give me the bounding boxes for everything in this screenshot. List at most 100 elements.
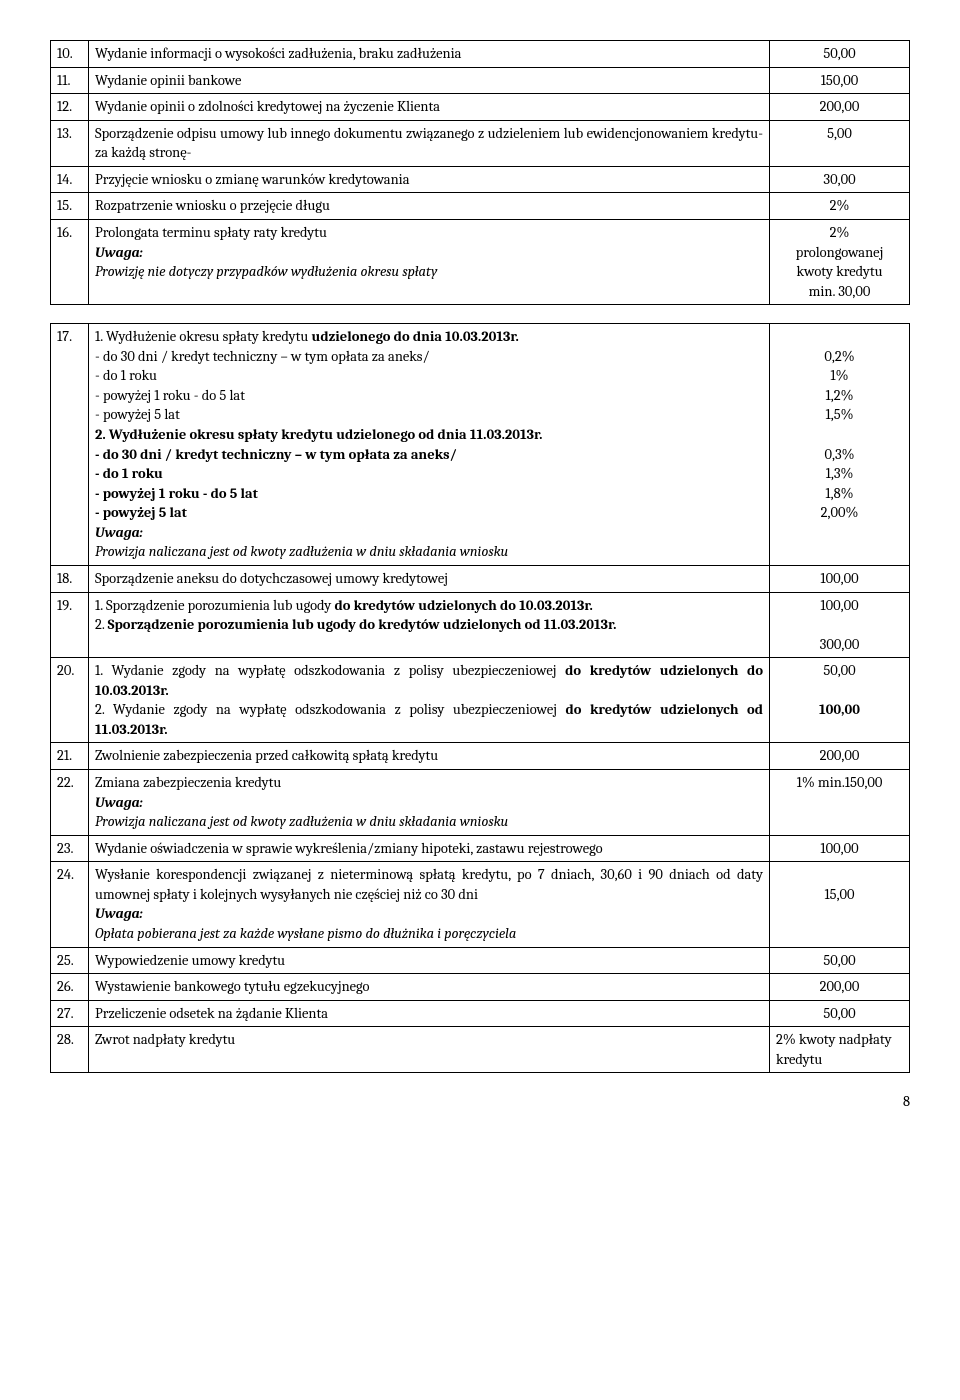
table-row: 20. 1. Wydanie zgody na wypłatę odszkodo… [51,658,910,743]
row-desc: Wydanie oświadczenia w sprawie wykreślen… [89,835,770,862]
list-item: - powyżej 1 roku - do 5 lat [95,387,245,404]
row-desc: Przyjęcie wniosku o zmianę warunków kred… [89,166,770,193]
note-label: Uwaga: [95,794,143,811]
table-row: 14.Przyjęcie wniosku o zmianę warunków k… [51,166,910,193]
row-num: 18. [51,565,89,592]
row-num: 28. [51,1027,89,1073]
text: 1. Sporządzenie porozumienia lub ugody [95,597,334,614]
table-row: 24. Wysłanie korespondencji związanej z … [51,862,910,947]
row-num: 15. [51,193,89,220]
row-value: 2% prolongowanej kwoty kredytu min. 30,0… [770,219,910,304]
note-label: Uwaga: [95,905,143,922]
row-desc: Wydanie opinii bankowe [89,67,770,94]
note-text: Prowizję nie dotyczy przypadków wydłużen… [95,263,437,280]
table-row: 11.Wydanie opinii bankowe150,00 [51,67,910,94]
table-row: 13.Sporządzenie odpisu umowy lub innego … [51,120,910,166]
table-row: 19. 1. Sporządzenie porozumienia lub ugo… [51,592,910,658]
row-value: 50,00 100,00 [770,658,910,743]
row-desc: 1. Wydłużenie okresu spłaty kredytu udzi… [89,324,770,566]
row-desc: Wystawienie bankowego tytułu egzekucyjne… [89,974,770,1001]
row-num: 26. [51,974,89,1001]
list-item: - powyżej 5 lat [95,406,180,423]
table-row: 17. 1. Wydłużenie okresu spłaty kredytu … [51,324,910,566]
row-desc: Wypowiedzenie umowy kredytu [89,947,770,974]
row-num: 10. [51,41,89,68]
table-row: 26. Wystawienie bankowego tytułu egzekuc… [51,974,910,1001]
text: Prolongata terminu spłaty raty kredytu [95,224,327,241]
row-num: 19. [51,592,89,658]
table-row: 16. Prolongata terminu spłaty raty kredy… [51,219,910,304]
text-bold: 2. Wydłużenie okresu spłaty kredytu udzi… [95,426,542,443]
row-value: 0,2% 1% 1,2% 1,5% 0,3% 1,3% 1,8% 2,00% [770,324,910,566]
table-row: 22. Zmiana zabezpieczenia kredytu Uwaga:… [51,770,910,836]
row-value: 2% kwoty nadpłaty kredytu [770,1027,910,1073]
text: 2. Wydanie zgody na wypłatę odszkodowani… [95,701,566,718]
row-value: 100,00 300,00 [770,592,910,658]
text: 2. [95,616,108,633]
text-bold: udzielonego do dnia 10.03.2013r. [311,328,518,345]
row-desc: Wydanie opinii o zdolności kredytowej na… [89,94,770,121]
row-num: 17. [51,324,89,566]
row-desc: 1. Sporządzenie porozumienia lub ugody d… [89,592,770,658]
table-row: 28. Zwrot nadpłaty kredytu 2% kwoty nadp… [51,1027,910,1073]
row-desc: Zmiana zabezpieczenia kredytu Uwaga: Pro… [89,770,770,836]
row-desc: Prolongata terminu spłaty raty kredytu U… [89,219,770,304]
row-desc: Sporządzenie aneksu do dotychczasowej um… [89,565,770,592]
row-num: 25. [51,947,89,974]
list-item: - powyżej 1 roku - do 5 lat [95,485,258,502]
row-num: 22. [51,770,89,836]
list-item: - powyżej 5 lat [95,504,187,521]
row-value: 100,00 [770,565,910,592]
fees-table-a: 10.Wydanie informacji o wysokości zadłuż… [50,40,910,305]
table-row: 10.Wydanie informacji o wysokości zadłuż… [51,41,910,68]
row-desc: Zwolnienie zabezpieczenia przed całkowit… [89,743,770,770]
text-bold: Sporządzenie porozumienia lub ugody do k… [108,616,617,633]
row-value: 50,00 [770,41,910,68]
row-desc: Przeliczenie odsetek na żądanie Klienta [89,1000,770,1027]
row-num: 21. [51,743,89,770]
text: 1. Wydanie zgody na wypłatę odszkodowani… [95,662,565,679]
row-value: 5,00 [770,120,910,166]
value: 50,00 [823,662,855,679]
text: Zmiana zabezpieczenia kredytu [95,774,281,791]
value-bold: 100,00 [819,701,860,718]
list-item: - do 1 roku [95,465,163,482]
note-text: Opłata pobierana jest za każde wysłane p… [95,925,516,942]
table-row: 27. Przeliczenie odsetek na żądanie Klie… [51,1000,910,1027]
table-row: 23. Wydanie oświadczenia w sprawie wykre… [51,835,910,862]
list-item: - do 1 roku [95,367,157,384]
table-row: 21. Zwolnienie zabezpieczenia przed całk… [51,743,910,770]
list-item: - do 30 dni / kredyt techniczny – w tym … [95,446,457,463]
row-value: 150,00 [770,67,910,94]
row-num: 12. [51,94,89,121]
row-num: 13. [51,120,89,166]
row-value: 200,00 [770,974,910,1001]
row-num: 24. [51,862,89,947]
row-value: 100,00 [770,835,910,862]
text: 1. Wydłużenie okresu spłaty kredytu [95,328,311,345]
row-value: 50,00 [770,1000,910,1027]
note-text: Prowizja naliczana jest od kwoty zadłuże… [95,543,508,560]
row-value: 30,00 [770,166,910,193]
row-desc: Wydanie informacji o wysokości zadłużeni… [89,41,770,68]
row-value: 2% [770,193,910,220]
table-row: 12.Wydanie opinii o zdolności kredytowej… [51,94,910,121]
row-num: 11. [51,67,89,94]
row-value: 200,00 [770,94,910,121]
row-num: 14. [51,166,89,193]
row-desc: 1. Wydanie zgody na wypłatę odszkodowani… [89,658,770,743]
row-desc: Sporządzenie odpisu umowy lub innego dok… [89,120,770,166]
row-num: 16. [51,219,89,304]
row-num: 27. [51,1000,89,1027]
table-row: 18. Sporządzenie aneksu do dotychczasowe… [51,565,910,592]
row-value: 200,00 [770,743,910,770]
row-desc: Wysłanie korespondencji związanej z niet… [89,862,770,947]
table-row: 25. Wypowiedzenie umowy kredytu 50,00 [51,947,910,974]
row-value: 1% min.150,00 [770,770,910,836]
note-label: Uwaga: [95,244,143,261]
row-num: 20. [51,658,89,743]
note-label: Uwaga: [95,524,143,541]
page-number: 8 [50,1093,910,1110]
row-value: 50,00 [770,947,910,974]
row-num: 23. [51,835,89,862]
